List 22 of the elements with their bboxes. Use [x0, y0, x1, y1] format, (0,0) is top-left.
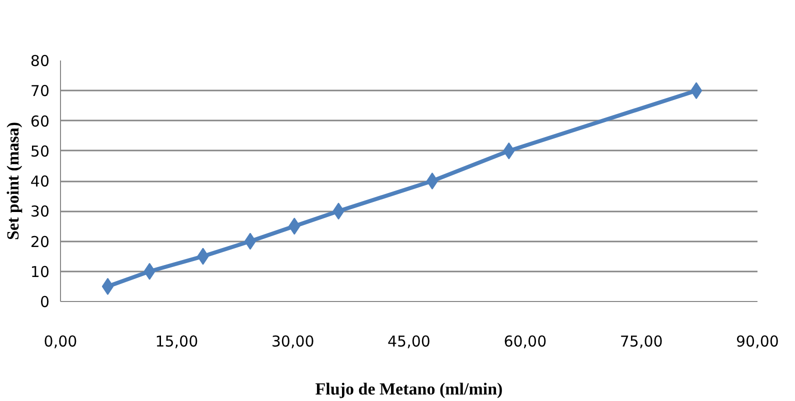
y-tick-label: 50: [30, 142, 50, 160]
point: [426, 172, 438, 190]
y-tick-label: 60: [30, 112, 50, 130]
y-tick-label: 70: [30, 82, 50, 100]
point: [102, 278, 114, 295]
point: [244, 232, 256, 250]
point: [690, 82, 702, 100]
x-tick-label: 60,00: [504, 332, 547, 350]
x-tick-label: 90,00: [736, 332, 779, 350]
x-tick-label: 0,00: [44, 332, 78, 350]
y-tick-label: 80: [30, 52, 50, 70]
x-tick-label: 75,00: [620, 332, 663, 350]
x-tick-label: 45,00: [388, 332, 430, 350]
y-tick-label: 0: [40, 293, 50, 311]
y-tick-label: 10: [30, 262, 50, 281]
x-tick-label: 15,00: [155, 332, 198, 350]
y-tick-label: 40: [30, 172, 50, 190]
x-tick-label: 30,00: [271, 332, 314, 350]
x-axis-title: Flujo de Metano (ml/min): [315, 380, 503, 398]
y-axis-title: Set point (masa): [3, 122, 22, 240]
y-tick-label: 30: [30, 202, 50, 221]
y-tick-label: 20: [30, 232, 50, 251]
